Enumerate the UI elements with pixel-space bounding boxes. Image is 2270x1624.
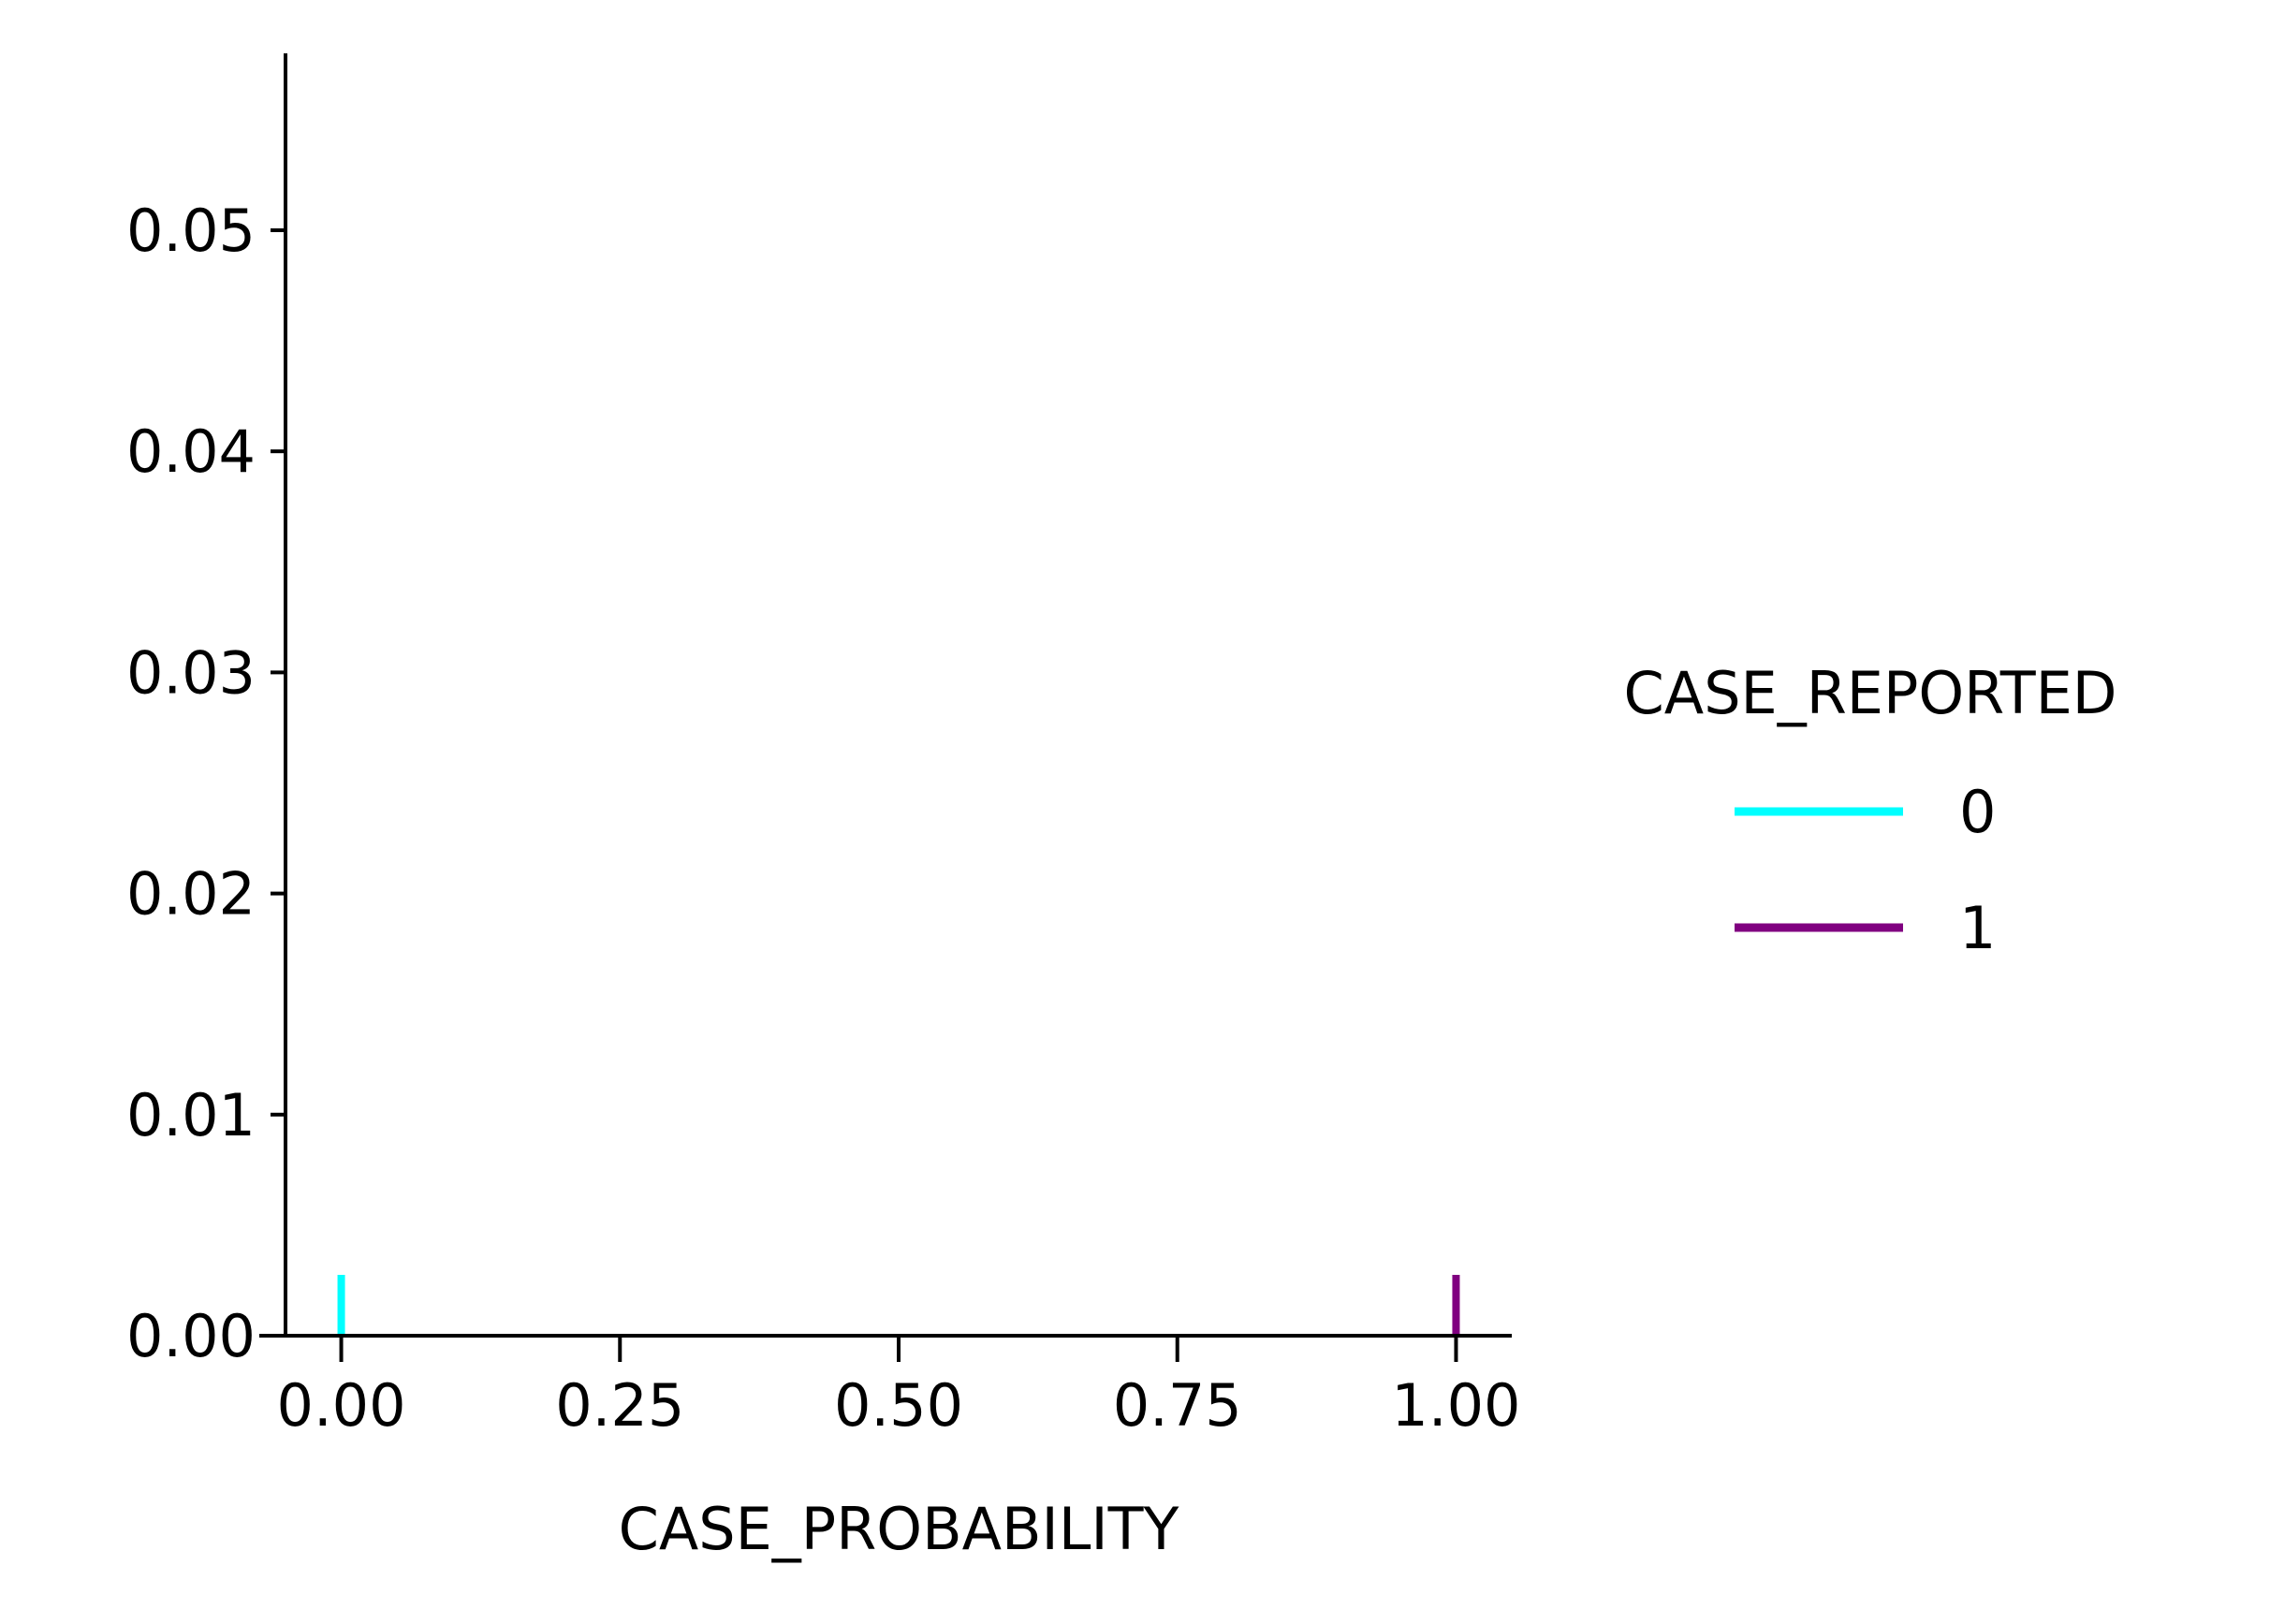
legend-entries: 01 <box>1735 778 1996 962</box>
x-tick-label: 0.50 <box>834 1371 963 1440</box>
x-axis-label: CASE_PROBABILITY <box>619 1495 1179 1563</box>
x-tick-label: 0.75 <box>1113 1371 1242 1440</box>
y-tick-label: 0.04 <box>126 417 256 486</box>
x-tick-label: 0.25 <box>555 1371 684 1440</box>
legend-label-1: 1 <box>1959 894 1996 962</box>
y-tick-label: 0.05 <box>126 197 256 265</box>
y-axis-ticks: 0.00 0.01 0.02 0.03 0.04 0.05 <box>126 197 286 1370</box>
y-tick-label: 0.01 <box>126 1081 256 1149</box>
y-tick-label: 0.02 <box>126 860 256 929</box>
legend: CASE_REPORTED 01 <box>1623 659 2116 962</box>
x-axis-ticks: 0.00 0.25 0.50 0.75 1.00 <box>277 1336 1520 1440</box>
y-tick-label: 0.03 <box>126 638 256 707</box>
legend-label-0: 0 <box>1959 778 1996 846</box>
y-tick-label: 0.00 <box>126 1302 256 1370</box>
x-tick-label: 1.00 <box>1391 1371 1520 1440</box>
series-marks <box>337 1275 1460 1336</box>
x-tick-label: 0.00 <box>277 1371 406 1440</box>
legend-title: CASE_REPORTED <box>1623 659 2116 727</box>
